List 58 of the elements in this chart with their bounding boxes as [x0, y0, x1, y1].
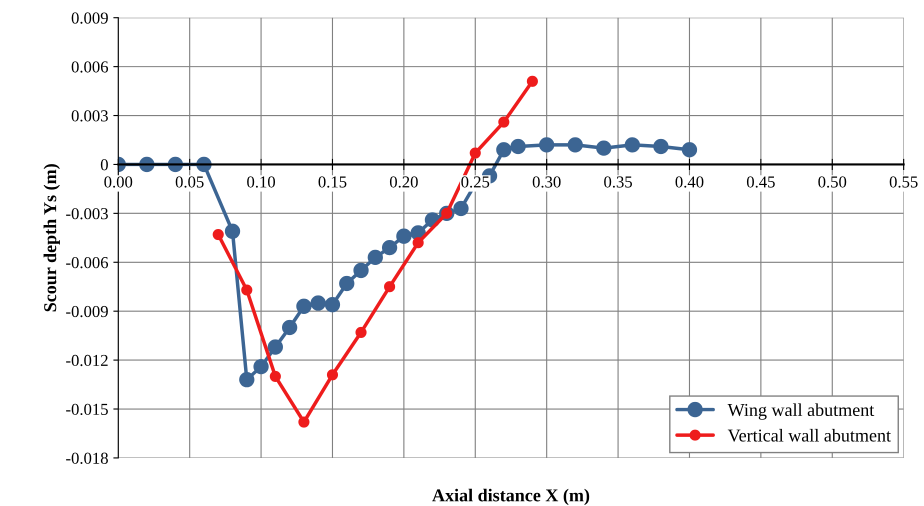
point: [282, 320, 298, 336]
x-tick-label: 0.50: [818, 176, 846, 188]
legend-label: Vertical wall abutment: [728, 428, 891, 442]
y-tick-label: -0.015: [66, 404, 108, 416]
point: [526, 76, 538, 87]
point: [453, 200, 469, 216]
y-tick-label: 0.009: [72, 12, 108, 24]
point: [568, 137, 583, 153]
point: [353, 262, 369, 278]
x-tick-label: 0.15: [318, 176, 346, 188]
point: [624, 137, 640, 153]
legend-label: Wing wall abutment: [728, 403, 874, 420]
point: [596, 140, 612, 156]
x-tick-label: 0.45: [746, 176, 775, 188]
point: [384, 281, 396, 292]
point: [396, 228, 412, 244]
point: [382, 240, 398, 256]
point: [368, 250, 383, 266]
point: [241, 284, 252, 296]
x-tick-label: 0.30: [532, 176, 561, 188]
x-tick-label: 0.10: [247, 176, 276, 188]
point: [326, 369, 338, 380]
point: [324, 297, 340, 312]
point: [498, 116, 510, 128]
point: [510, 138, 526, 154]
x-tick-label: 0.35: [604, 176, 632, 188]
y-tick-label: -0.012: [66, 354, 108, 366]
y-tick-label: -0.018: [66, 452, 108, 464]
point: [470, 147, 481, 159]
point: [412, 237, 424, 248]
point: [298, 416, 310, 428]
y-tick-label: 0: [100, 159, 108, 170]
point: [212, 229, 224, 240]
x-tick-label: 0.00: [104, 176, 132, 188]
point: [355, 326, 367, 338]
point: [539, 137, 554, 153]
point: [296, 298, 312, 314]
point: [496, 142, 512, 158]
y-tick-label: -0.006: [66, 256, 108, 268]
y-axis-title: Scour depth Ys (m): [44, 164, 60, 312]
y-tick-label: 0.003: [72, 110, 108, 122]
x-tick-label: 0.05: [176, 176, 204, 188]
y-tick-label: 0.006: [72, 61, 108, 73]
point: [270, 370, 281, 382]
x-axis-title: Axial distance X (m): [432, 488, 590, 506]
point: [224, 224, 240, 239]
point: [239, 372, 254, 388]
x-tick-label: 0.40: [676, 176, 704, 188]
point: [339, 276, 354, 292]
point: [682, 142, 698, 158]
x-tick-label: 0.20: [390, 176, 418, 188]
x-tick-label: 0.55: [890, 176, 918, 188]
point: [253, 358, 269, 374]
point: [653, 138, 669, 154]
point: [268, 339, 283, 355]
y-tick-label: -0.009: [66, 306, 108, 318]
point: [310, 295, 326, 311]
y-tick-label: -0.003: [66, 208, 108, 220]
